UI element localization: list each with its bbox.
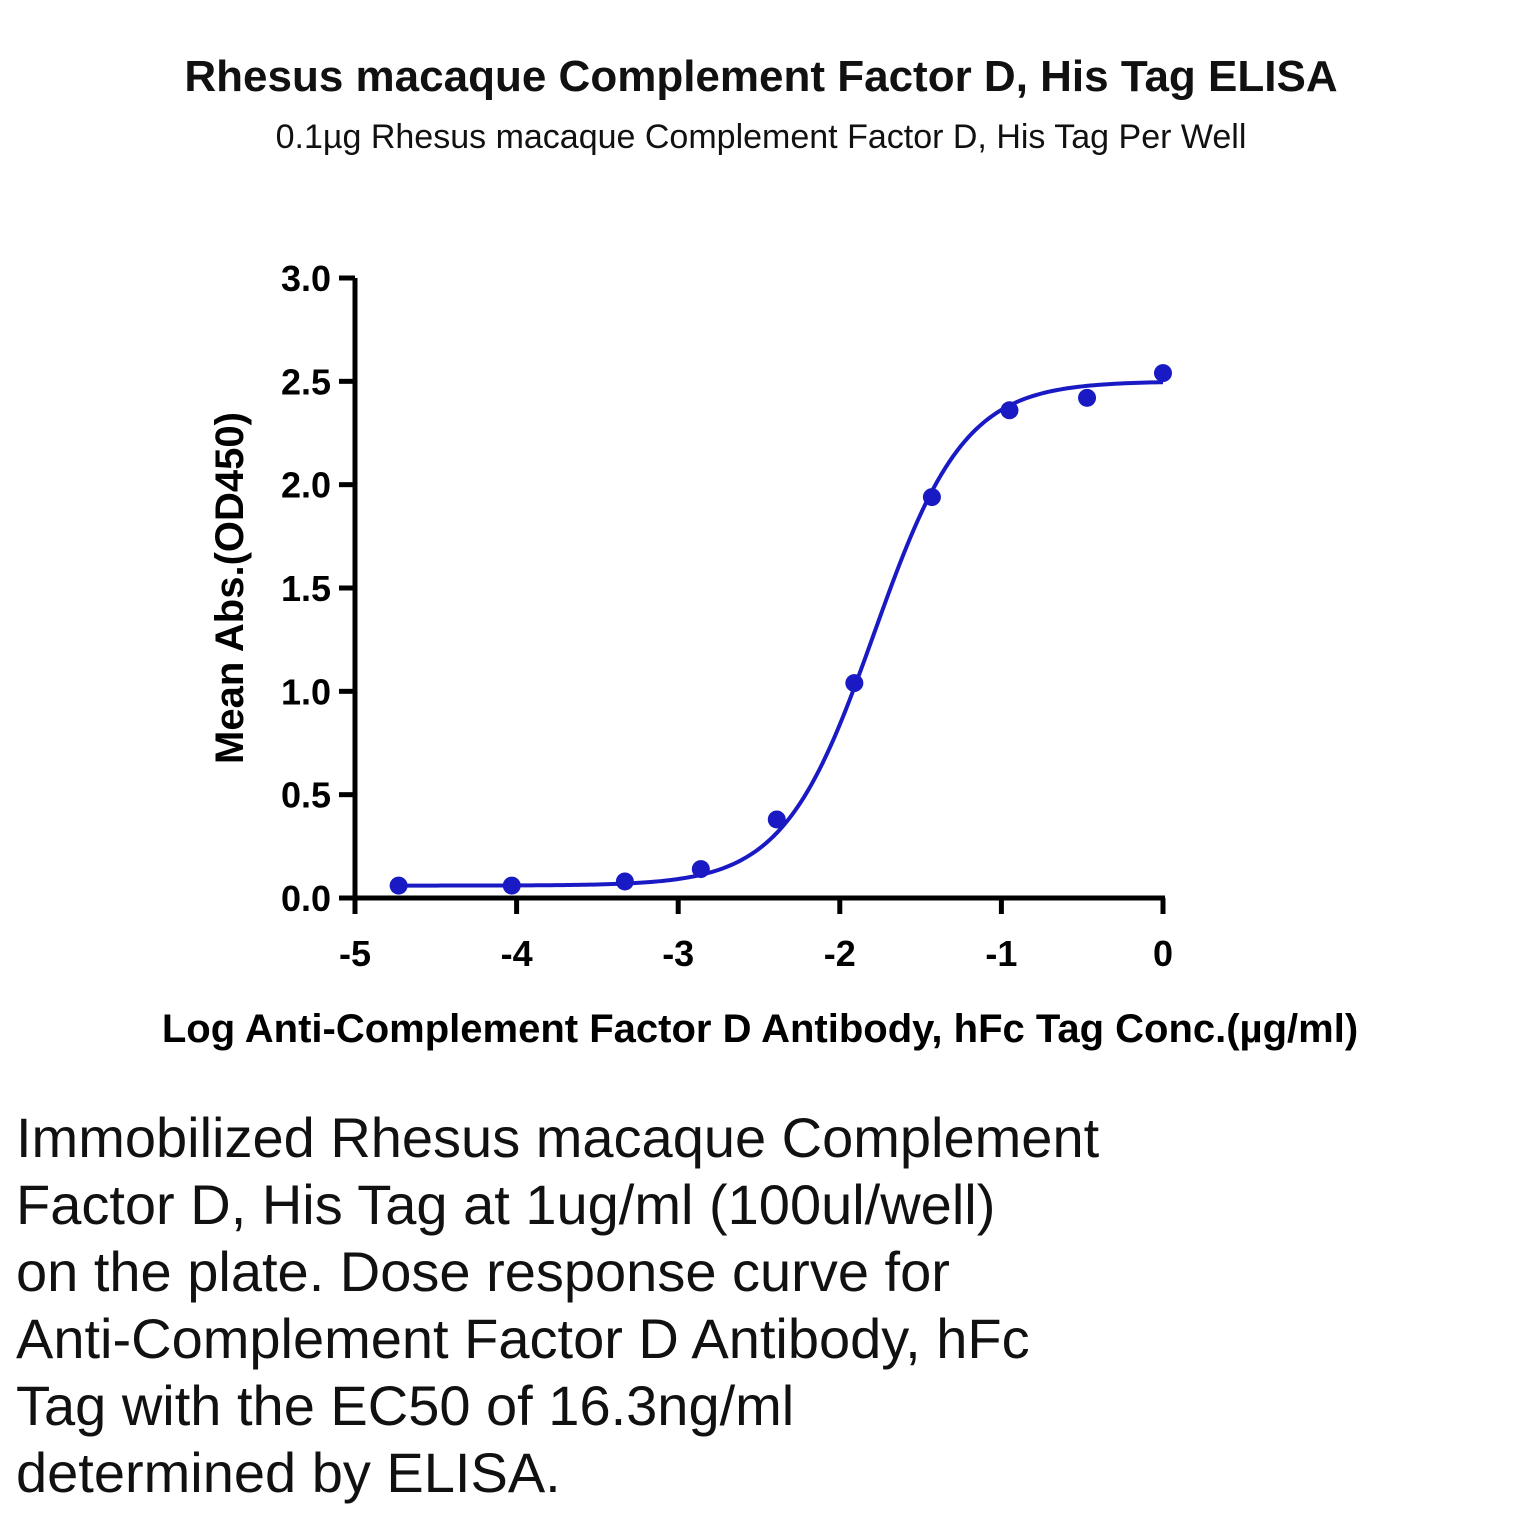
x-tick-label: 0: [1153, 933, 1173, 974]
fit-curve: [398, 380, 1164, 888]
data-point: [767, 810, 786, 829]
data-point: [615, 872, 634, 891]
y-tick-label: 1.5: [281, 568, 331, 609]
data-point: [502, 876, 521, 895]
x-tick-label: -4: [501, 933, 533, 974]
x-tick-label: -1: [985, 933, 1017, 974]
y-axis-ticks: 0.0 0.5 1.0 1.5 2.0 2.5 3.0: [281, 258, 355, 919]
figure-caption: Immobilized Rhesus macaque Complement Fa…: [16, 1106, 1100, 1504]
data-point: [1154, 364, 1172, 383]
y-tick-label: 0.0: [281, 878, 331, 919]
y-tick-label: 2.0: [281, 465, 331, 506]
chart-subtitle: 0.1µg Rhesus macaque Complement Factor D…: [275, 118, 1247, 156]
chart-title: Rhesus macaque Complement Factor D, His …: [184, 52, 1338, 101]
data-point: [845, 674, 864, 693]
y-tick-label: 1.0: [281, 671, 331, 712]
x-axis-ticks: -5 -4 -3 -2 -1 0: [339, 898, 1173, 974]
x-tick-label: -2: [824, 933, 856, 974]
axes: [352, 278, 1165, 901]
y-tick-label: 3.0: [281, 258, 331, 299]
y-axis-label: Mean Abs.(OD450): [208, 412, 252, 764]
chart: -5 -4 -3 -2 -1 0 0.0 0.5 1.0 1.5 2.0 2.5 3.0 Mean A…: [162, 258, 1358, 1051]
data-point: [1078, 388, 1097, 407]
data-point: [691, 860, 710, 879]
x-tick-label: -5: [339, 933, 371, 974]
y-tick-label: 2.5: [281, 361, 331, 402]
data-point: [389, 876, 408, 895]
y-tick-label: 0.5: [281, 775, 331, 816]
data-point: [922, 488, 941, 507]
data-point: [1000, 401, 1019, 420]
data-points: [389, 364, 1172, 895]
x-axis-label: Log Anti-Complement Factor D Antibody, h…: [162, 1007, 1358, 1051]
x-tick-label: -3: [662, 933, 694, 974]
